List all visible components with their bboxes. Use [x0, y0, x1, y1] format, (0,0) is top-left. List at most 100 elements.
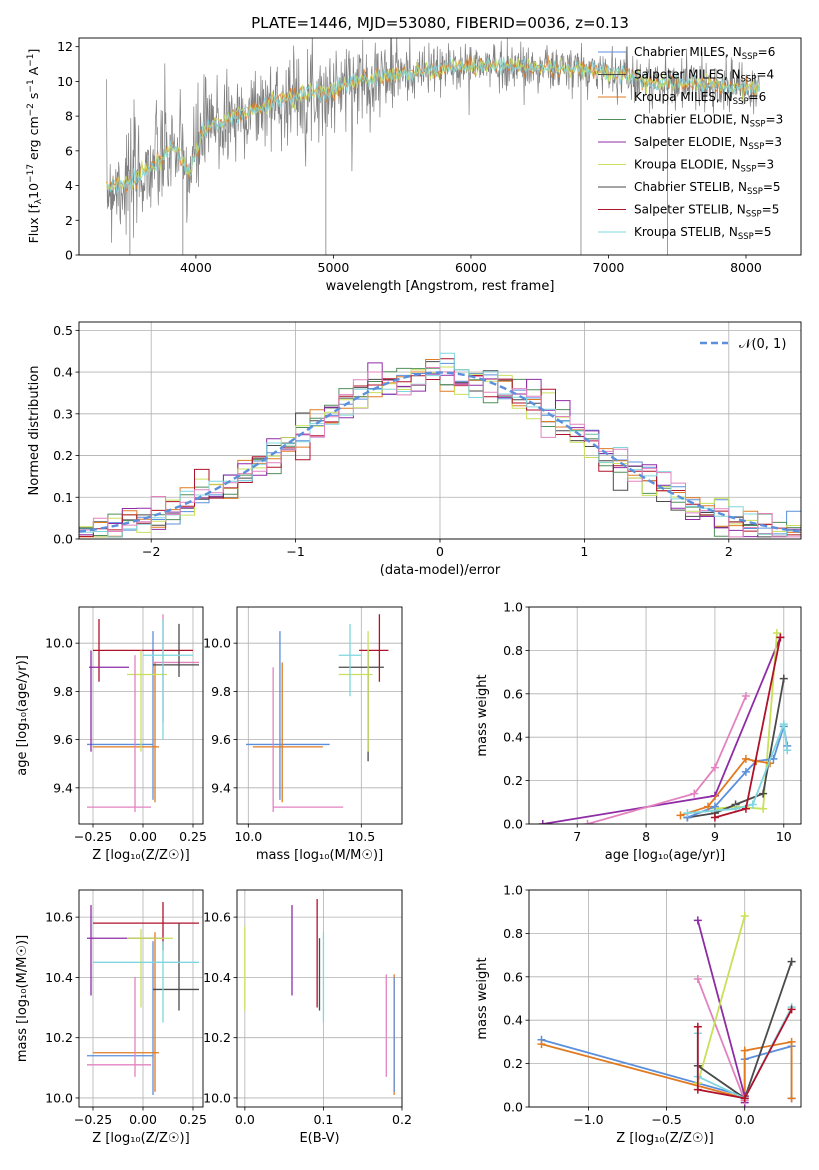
weight-marker	[538, 820, 547, 824]
axis-label-x: Z [log₁₀(Z/Z☉)]	[616, 1131, 713, 1146]
legend-entry: Chabrier ELODIE, NSSP=3	[634, 113, 783, 130]
tick-label-x: 2	[725, 544, 733, 559]
axis-label-x: Z [log₁₀(Z/Z☉)]	[92, 1131, 189, 1146]
tick-label-x: 10.0	[234, 829, 262, 844]
legend-sub: SSP	[750, 120, 766, 130]
axis-label-y-part: −17	[26, 164, 36, 183]
axis-label-y: mass weight	[475, 674, 490, 756]
errorbar-point	[143, 619, 193, 740]
axis-label-y-part: −1	[26, 79, 36, 92]
errorbar-point	[89, 650, 129, 752]
axis-label-y-part: A	[26, 66, 41, 79]
errorbar-point	[93, 662, 159, 803]
legend-entry: Salpeter STELIB, NSSP=5	[634, 203, 779, 220]
weight-line	[696, 1008, 793, 1100]
tick-label-x: −0.25	[74, 829, 112, 844]
weight-marker	[783, 746, 792, 755]
legend-text: =4	[756, 68, 774, 82]
tick-label-y: 1.0	[503, 883, 523, 898]
weight-series	[583, 691, 750, 824]
weight-line	[696, 920, 746, 1103]
tick-label-x: 6000	[455, 260, 487, 275]
tick-label-x: 8	[642, 829, 650, 844]
errorbar-point	[359, 614, 389, 682]
axis-label-y-part: s	[26, 93, 41, 104]
tick-label-x: 5000	[318, 260, 350, 275]
tick-label-y: 10.0	[45, 636, 73, 651]
errorbar-point	[87, 905, 163, 996]
plot-area	[538, 629, 792, 824]
axes-frame: −1.0 −0.5 0.0 0.0 0.2 0.4 0.6 0.8 1.0 Z [log₁₀(Z/…	[475, 883, 802, 1146]
tick-label-y: 0.0	[503, 1100, 523, 1115]
tick-label-x: −1.0	[573, 1112, 603, 1127]
legend-sub: SSP	[748, 142, 764, 152]
plot-area	[537, 912, 796, 1107]
weight-line	[687, 678, 785, 819]
plot-area	[87, 614, 199, 812]
weight-marker	[710, 802, 719, 811]
model-line	[106, 56, 761, 195]
tick-label-x: −2	[142, 544, 160, 559]
weight-marker	[779, 674, 788, 683]
errorbar-point	[93, 902, 199, 951]
axis-label-x: mass [log₁₀(M/M☉)]	[256, 848, 383, 863]
axes-spine	[78, 37, 802, 256]
plot-area	[246, 614, 389, 812]
axes-frame: −0.25 0.00 0.25 10.0 10.2 10.4 10.6 Z [log₁₀(Z/…	[15, 889, 207, 1146]
tick-label-y: 8	[65, 109, 73, 124]
weight-marker	[740, 1094, 749, 1103]
tick-label-y: 0.8	[503, 926, 523, 941]
tick-label-x: 0.1	[313, 1112, 333, 1127]
tick-label-y: 0.4	[53, 365, 73, 380]
plot-area	[106, 38, 761, 255]
grid	[237, 607, 402, 824]
tick-label-x: 4000	[180, 260, 212, 275]
legend-sub: SSP	[742, 52, 758, 62]
legend-text: Chabrier ELODIE, N	[634, 113, 750, 127]
legend-text: Chabrier STELIB, N	[634, 180, 747, 194]
axes-spine	[78, 606, 204, 825]
tick-label-y: 0.0	[53, 532, 73, 547]
legend-text: Salpeter ELODIE, N	[634, 135, 748, 149]
legend-entry: Salpeter MILES, NSSP=4	[634, 68, 774, 85]
tick-label-y: 2	[65, 213, 73, 228]
weight-marker	[759, 789, 768, 798]
axis-label-y-part: 10	[26, 183, 41, 199]
weight-line	[587, 695, 747, 824]
legend-text: =6	[749, 90, 767, 104]
weight-series	[710, 633, 785, 822]
histogram-series	[79, 352, 801, 538]
axis-label-y-part: −2	[26, 103, 36, 116]
legend-text: =5	[763, 180, 781, 194]
tick-label-y: 0.4	[503, 1013, 523, 1028]
tick-label-x: 7	[573, 829, 581, 844]
errorbar-point	[272, 667, 344, 812]
tick-label-x: 0	[436, 544, 444, 559]
axis-label-x: (data-model)/error	[380, 563, 501, 578]
axes-spine	[78, 321, 802, 540]
tick-label-y: 0.6	[503, 969, 523, 984]
errorbar-point	[93, 941, 199, 1023]
errorbar-point	[127, 929, 173, 1008]
weight-marker	[748, 800, 757, 809]
errorbar-point	[87, 941, 154, 1095]
tick-label-x: 0.0	[235, 1112, 255, 1127]
axis-label-y: Normed distribution	[27, 366, 42, 496]
tick-label-y: 10.4	[203, 970, 231, 985]
axes-spine	[236, 606, 403, 825]
weight-marker	[683, 809, 692, 818]
weight-marker	[710, 813, 719, 822]
errorbar-point	[252, 662, 323, 803]
tick-label-x: 7000	[593, 260, 625, 275]
weight-marker	[741, 754, 750, 763]
tick-label-y: 0.2	[53, 448, 73, 463]
weight-marker	[690, 789, 699, 798]
tick-label-y: 9.8	[211, 684, 231, 699]
legend-sub: SSP	[733, 97, 749, 107]
weight-marker	[676, 811, 685, 820]
tick-label-y: 0.2	[503, 773, 523, 788]
tick-label-y: 0	[65, 248, 73, 263]
legend-text: Chabrier MILES, N	[634, 45, 742, 59]
grid	[529, 606, 801, 825]
legend-text: =6	[758, 45, 776, 59]
